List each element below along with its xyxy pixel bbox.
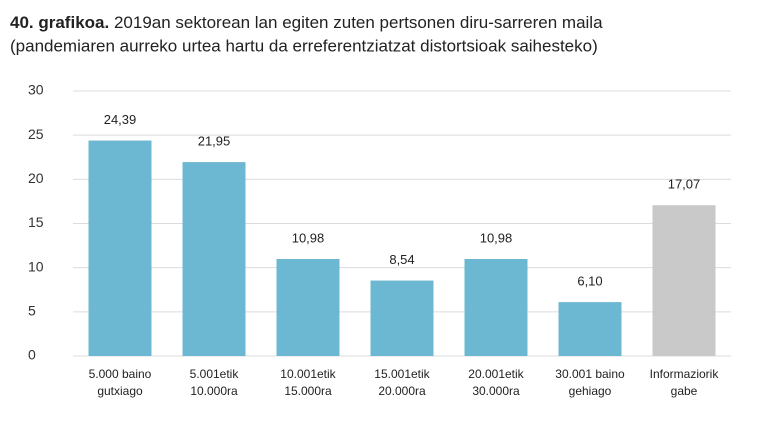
- value-label: 6,10: [577, 274, 602, 289]
- x-tick-label: 10.001etik: [280, 367, 336, 381]
- bar: [276, 259, 340, 356]
- x-tick-label: Informaziorik: [650, 367, 720, 381]
- title-text: 2019an sektorean lan egiten zuten pertso…: [114, 13, 603, 32]
- x-tick-label: 5.000 baino: [89, 367, 152, 381]
- y-tick-label: 30: [28, 82, 44, 98]
- x-tick-label: 30.001 baino: [555, 367, 625, 381]
- y-tick-label: 0: [28, 347, 36, 363]
- y-tick-label: 25: [28, 126, 44, 142]
- y-tick-label: 15: [28, 214, 44, 230]
- bar: [370, 280, 434, 356]
- bar: [558, 302, 622, 356]
- value-label: 21,95: [198, 134, 231, 149]
- x-tick-label: gehiago: [569, 384, 612, 398]
- bar: [88, 140, 152, 356]
- chart-subtitle: (pandemiaren aurreko urtea hartu da erre…: [10, 36, 598, 55]
- value-label: 10,98: [292, 230, 325, 245]
- bar: [464, 259, 528, 356]
- value-label: 24,39: [104, 112, 137, 127]
- x-tick-label: 30.000ra: [472, 384, 520, 398]
- x-tick-label: gabe: [671, 384, 698, 398]
- y-tick-label: 5: [28, 303, 36, 319]
- x-tick-label: 20.001etik: [468, 367, 524, 381]
- y-tick-label: 10: [28, 258, 44, 274]
- x-tick-label: 15.001etik: [374, 367, 430, 381]
- title-prefix: 40. grafikoa.: [10, 13, 109, 32]
- bar: [182, 162, 246, 356]
- x-tick-label: 20.000ra: [378, 384, 426, 398]
- x-tick-label: 5.001etik: [190, 367, 240, 381]
- x-tick-label: 10.000ra: [190, 384, 238, 398]
- chart-title: 40. grafikoa. 2019an sektorean lan egite…: [10, 13, 603, 32]
- x-tick-label: 15.000ra: [284, 384, 332, 398]
- x-tick-label: gutxiago: [97, 384, 143, 398]
- value-label: 8,54: [389, 252, 414, 267]
- bar: [652, 205, 716, 356]
- value-label: 10,98: [480, 230, 513, 245]
- value-label: 17,07: [668, 177, 701, 192]
- y-tick-label: 20: [28, 170, 44, 186]
